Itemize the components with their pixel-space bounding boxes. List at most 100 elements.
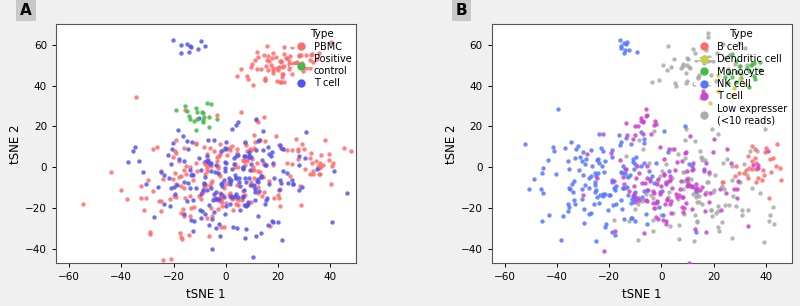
- Point: [306, 51, 318, 56]
- Point: [254, 173, 267, 178]
- Point: [165, 257, 178, 262]
- Point: [194, 38, 207, 43]
- Point: [186, 177, 199, 182]
- Point: [205, 168, 218, 173]
- Point: [210, 196, 222, 201]
- Point: [615, 198, 628, 203]
- Point: [200, 159, 213, 163]
- Point: [598, 170, 610, 175]
- Point: [244, 64, 257, 69]
- Point: [238, 192, 251, 197]
- Point: [577, 192, 590, 197]
- Point: [664, 202, 677, 207]
- Point: [186, 172, 198, 177]
- Point: [656, 189, 669, 194]
- Point: [648, 119, 661, 124]
- Point: [742, 68, 755, 73]
- Point: [216, 203, 229, 208]
- Point: [247, 132, 260, 137]
- Point: [291, 60, 304, 65]
- Point: [711, 132, 724, 137]
- Point: [712, 229, 725, 234]
- Point: [682, 57, 694, 62]
- Point: [660, 198, 673, 203]
- Point: [605, 151, 618, 156]
- Point: [641, 199, 654, 203]
- Point: [219, 203, 232, 208]
- Point: [689, 50, 702, 55]
- Point: [730, 79, 742, 84]
- Point: [635, 181, 648, 186]
- Point: [267, 195, 280, 200]
- Point: [259, 78, 272, 83]
- Point: [622, 189, 635, 194]
- Point: [274, 186, 286, 191]
- Point: [263, 58, 276, 63]
- Point: [576, 187, 589, 192]
- Point: [193, 155, 206, 160]
- Point: [738, 162, 750, 166]
- Point: [261, 44, 274, 49]
- Point: [702, 58, 714, 63]
- Point: [173, 159, 186, 163]
- Point: [184, 173, 197, 178]
- Point: [179, 171, 192, 176]
- Point: [542, 212, 555, 217]
- Point: [695, 184, 708, 189]
- Point: [242, 149, 255, 154]
- Point: [235, 195, 248, 200]
- Point: [305, 52, 318, 57]
- Point: [726, 75, 739, 80]
- Point: [699, 157, 712, 162]
- Point: [248, 186, 261, 191]
- Point: [174, 183, 187, 188]
- Point: [288, 61, 301, 66]
- Point: [215, 224, 228, 229]
- Point: [673, 237, 686, 242]
- Point: [687, 161, 700, 166]
- Point: [186, 228, 199, 233]
- Point: [313, 51, 326, 56]
- Point: [589, 171, 602, 176]
- Point: [619, 170, 632, 175]
- Point: [278, 44, 290, 49]
- Point: [290, 60, 302, 65]
- Point: [536, 166, 549, 171]
- Point: [607, 217, 620, 222]
- Point: [660, 179, 673, 184]
- Point: [237, 158, 250, 163]
- Point: [733, 179, 746, 184]
- Point: [230, 176, 242, 181]
- Point: [607, 185, 620, 190]
- Point: [305, 151, 318, 156]
- Point: [201, 157, 214, 162]
- Point: [686, 183, 698, 188]
- Point: [663, 190, 676, 195]
- Point: [295, 142, 308, 147]
- Point: [629, 206, 642, 211]
- Point: [126, 148, 139, 153]
- Point: [725, 160, 738, 165]
- Point: [742, 84, 755, 89]
- Point: [204, 162, 217, 167]
- Point: [225, 178, 238, 183]
- Point: [566, 190, 579, 195]
- Point: [527, 177, 540, 182]
- Point: [670, 84, 682, 89]
- Point: [254, 169, 266, 174]
- Point: [270, 134, 282, 139]
- Point: [242, 202, 255, 207]
- Point: [634, 115, 647, 120]
- Point: [599, 222, 612, 227]
- Point: [215, 183, 228, 188]
- Point: [682, 176, 695, 181]
- Point: [169, 195, 182, 200]
- Point: [213, 154, 226, 159]
- Point: [734, 76, 746, 81]
- Point: [194, 192, 207, 197]
- Point: [253, 188, 266, 193]
- Point: [184, 193, 197, 198]
- Point: [224, 147, 237, 152]
- Point: [636, 120, 649, 125]
- Point: [260, 196, 273, 200]
